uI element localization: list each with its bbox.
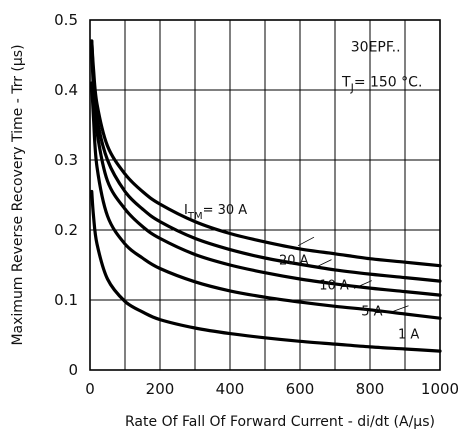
plot-frame [89, 19, 441, 371]
y-tick-label: 0 [68, 361, 78, 379]
series-label-1: 20 A [279, 253, 309, 268]
series-line-3 [90, 81, 442, 320]
temperature-subscript: J [350, 82, 354, 95]
series-line-1 [90, 39, 442, 283]
axis-ticks: 0 200 400 600 800 1000 0 0.1 0.2 0.3 0.4 0.5 [54, 11, 459, 398]
series-label-4: 1 A [398, 328, 419, 343]
series-label-leader [353, 280, 372, 289]
series-line-4 [90, 189, 442, 353]
series-label-2: 10 A [319, 279, 349, 294]
series-label-leader [315, 259, 332, 268]
series-label-leader [388, 305, 409, 314]
x-tick-label: 400 [216, 380, 245, 398]
series-label-3: 5 A [361, 304, 382, 319]
y-tick-label: 0.1 [54, 291, 78, 309]
series-line-2 [90, 46, 442, 297]
series-labels: ITM= 30 A 20 A 10 A 5 A 1 A [184, 203, 419, 343]
series-lines [90, 39, 442, 353]
series-label-leader [297, 236, 315, 247]
y-axis-title: Maximum Reverse Recovery Time - Trr (µs) [10, 44, 26, 345]
temperature-symbol: T [341, 75, 351, 91]
x-tick-label: 200 [146, 380, 175, 398]
temperature-value: = 150 °C. [354, 75, 423, 91]
grid [90, 20, 440, 370]
x-tick-label: 600 [286, 380, 315, 398]
series-line-0 [90, 39, 442, 268]
x-tick-label: 800 [356, 380, 385, 398]
temperature-annotation: TJ= 150 °C. [341, 75, 422, 95]
y-tick-label: 0.5 [54, 11, 78, 29]
y-tick-label: 0.3 [54, 151, 78, 169]
y-tick-label: 0.2 [54, 221, 78, 239]
y-tick-label: 0.4 [54, 81, 78, 99]
x-axis-title: Rate Of Fall Of Forward Current - di/dt … [125, 414, 435, 430]
x-tick-label: 0 [85, 380, 95, 398]
device-annotation: 30EPF.. [351, 40, 401, 56]
x-tick-label: 1000 [421, 380, 459, 398]
series-label-0: ITM= 30 A [184, 203, 247, 222]
